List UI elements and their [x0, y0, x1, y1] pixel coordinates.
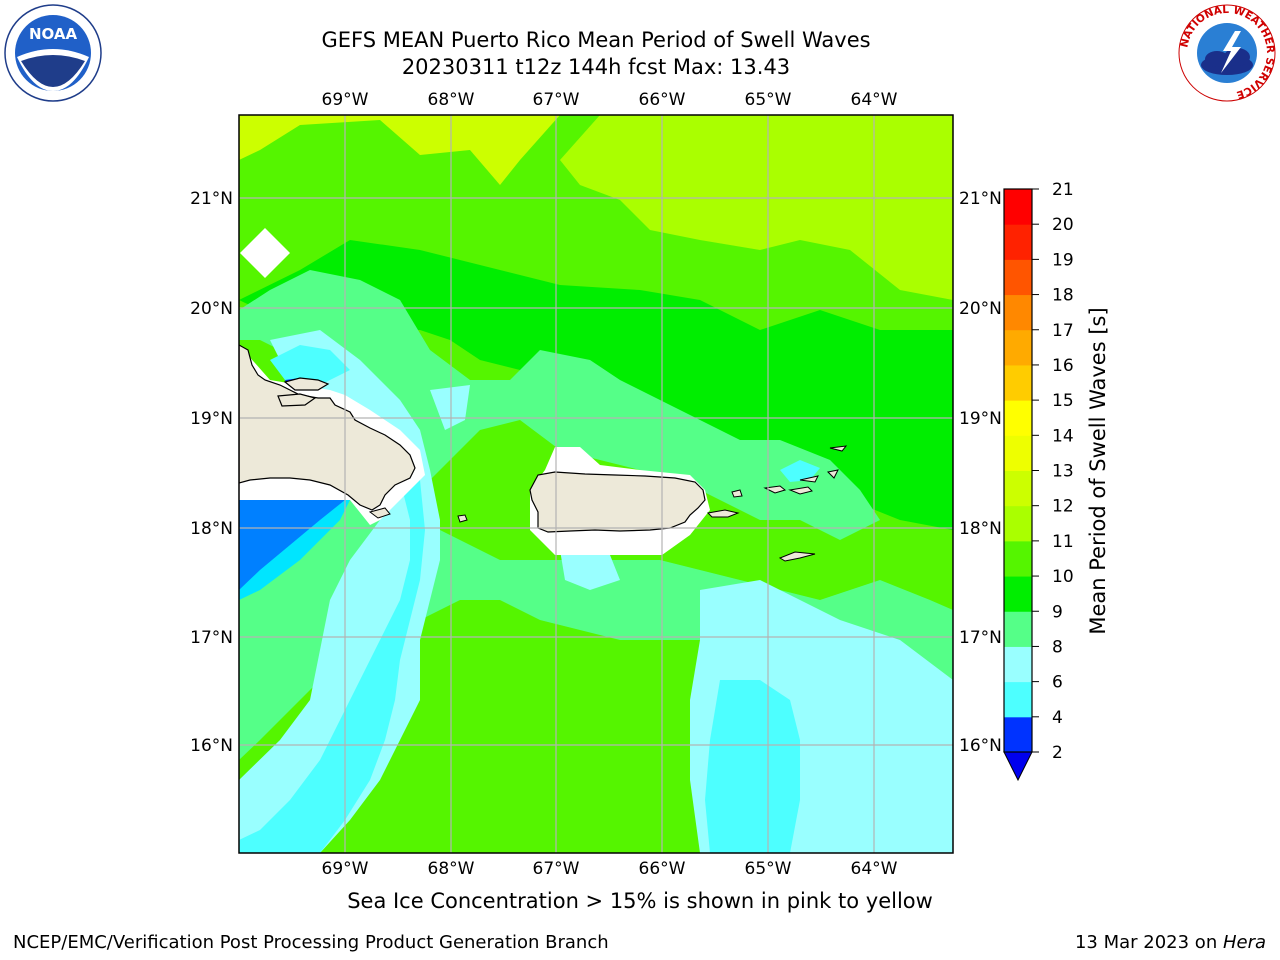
- lon-label-top: 64°W: [851, 90, 898, 110]
- lat-label-left: 17°N: [190, 628, 233, 648]
- colorbar-segment: [1004, 435, 1032, 471]
- colorbar-tick-label: 15: [1052, 391, 1074, 411]
- colorbar-tick-label: 9: [1052, 602, 1063, 622]
- colorbar-tick-label: 16: [1052, 356, 1074, 376]
- colorbar-tick-label: 21: [1052, 180, 1074, 200]
- colorbar-segment: [1004, 294, 1032, 331]
- colorbar-segment: [1004, 505, 1032, 542]
- colorbar-tick-label: 2: [1052, 743, 1063, 763]
- land-tortuga: [283, 377, 330, 391]
- lon-label-top: 69°W: [322, 90, 369, 110]
- lat-label-left: 19°N: [190, 409, 233, 429]
- colorbar-segment: [1004, 611, 1032, 647]
- lon-label-bottom: 64°W: [851, 859, 898, 879]
- colorbar-segment: [1004, 400, 1032, 436]
- colorbar-segment: [1004, 646, 1032, 683]
- colorbar-segment: [1004, 576, 1032, 612]
- colorbar-tick-label: 4: [1052, 708, 1063, 728]
- colorbar-tick-label: 8: [1052, 637, 1063, 657]
- footer-date: 13 Mar 2023 on Hera: [1075, 932, 1266, 953]
- lon-labels-top: 69°W 68°W 67°W 66°W 65°W 64°W: [322, 90, 898, 110]
- lat-labels-right: 21°N 20°N 19°N 18°N 17°N 16°N: [959, 189, 1002, 756]
- lat-label-right: 17°N: [959, 628, 1002, 648]
- lat-label-right: 21°N: [959, 189, 1002, 209]
- colorbar-tick-label: 11: [1052, 532, 1074, 552]
- field-6-8-ne: [780, 460, 820, 482]
- lon-label-bottom: 68°W: [428, 859, 475, 879]
- field-2-4-sw: [239, 500, 345, 590]
- field-12-13-ne: [560, 115, 953, 300]
- lon-label-bottom: 65°W: [745, 859, 792, 879]
- lon-labels-bottom: 69°W 68°W 67°W 66°W 65°W 64°W: [322, 859, 898, 879]
- lat-label-right: 19°N: [959, 409, 1002, 429]
- lon-label-bottom: 69°W: [322, 859, 369, 879]
- field-6-8-channel: [239, 410, 425, 853]
- map-panel: [239, 115, 953, 853]
- land-hispaniola: [239, 344, 416, 511]
- map-gridlines: [239, 115, 953, 853]
- sea-ice-caption: Sea Ice Concentration > 15% is shown in …: [347, 889, 933, 913]
- colorbar-tick-label: 12: [1052, 497, 1074, 517]
- field-6-8-southeast: [705, 680, 800, 853]
- lat-labels-left: 21°N 20°N 19°N 18°N 17°N 16°N: [190, 189, 233, 756]
- lon-label-bottom: 66°W: [639, 859, 686, 879]
- colorbar: 2 4 6 8 9 10 11 12 13 14 15 16 17 18 19 20 21: [1003, 180, 1074, 782]
- colorbar-tick-label: 13: [1052, 462, 1074, 482]
- field-8-9-pr-south: [560, 550, 620, 590]
- chart-subtitle: 20230311 t12z 144h fcst Max: 13.43: [401, 55, 791, 79]
- lat-label-left: 21°N: [190, 189, 233, 209]
- field-9-10-west: [239, 270, 880, 540]
- land-gonave: [277, 393, 317, 407]
- lon-label-top: 66°W: [639, 90, 686, 110]
- field-12-13-north: [239, 115, 560, 185]
- lon-label-top: 67°W: [533, 90, 580, 110]
- colorbar-segment: [1004, 681, 1032, 718]
- colorbar-label: Mean Period of Swell Waves [s]: [1086, 307, 1110, 634]
- land-culebra: [731, 489, 743, 498]
- colorbar-tick-label: 19: [1052, 250, 1074, 270]
- field-8-9-mid: [430, 385, 470, 430]
- colorbar-segment: [1004, 224, 1032, 260]
- lat-label-right: 16°N: [959, 736, 1002, 756]
- land-mona: [457, 514, 468, 523]
- lat-label-right: 18°N: [959, 519, 1002, 539]
- colorbar-segment: [1004, 716, 1032, 753]
- colorbar-tick-label: 18: [1052, 286, 1074, 306]
- lat-label-right: 20°N: [959, 299, 1002, 319]
- noaa-logo: NOAA: [4, 4, 102, 102]
- land-st-croix: [778, 551, 816, 562]
- colorbar-segment: [1004, 189, 1032, 225]
- land-vieques: [706, 509, 740, 518]
- mask-region-nw: [240, 228, 290, 278]
- footer-producer: NCEP/EMC/Verification Post Processing Pr…: [13, 932, 609, 953]
- lat-label-left: 16°N: [190, 736, 233, 756]
- footer-host: Hera: [1222, 932, 1266, 953]
- colorbar-tick-label: 14: [1052, 426, 1074, 446]
- colorbar-segment: [1004, 540, 1032, 577]
- lon-label-top: 68°W: [428, 90, 475, 110]
- colorbar-tick-label: 20: [1052, 215, 1074, 235]
- land-saona: [368, 507, 391, 519]
- colorbar-tick-label: 10: [1052, 567, 1074, 587]
- noaa-logo-text: NOAA: [29, 25, 78, 43]
- colorbar-segment: [1004, 259, 1032, 296]
- lon-label-bottom: 67°W: [533, 859, 580, 879]
- chart-title: GEFS MEAN Puerto Rico Mean Period of Swe…: [321, 28, 871, 52]
- colorbar-tick-label: 17: [1052, 321, 1074, 341]
- field-6-8-nw: [270, 345, 350, 385]
- colorbar-segment: [1004, 329, 1032, 366]
- map-frame: [238, 114, 954, 854]
- colorbar-segment: [1004, 470, 1032, 507]
- colorbar-segment: [1004, 364, 1032, 401]
- land-virgin-islands: [763, 445, 848, 495]
- lat-label-left: 20°N: [190, 299, 233, 319]
- colorbar-tick-label: 6: [1052, 673, 1063, 693]
- lat-label-left: 18°N: [190, 519, 233, 539]
- colorbar-under-triangle: [1003, 751, 1033, 782]
- land-puerto-rico: [529, 471, 706, 533]
- nws-logo: NATIONAL WEATHER SERVICE: [1178, 4, 1276, 102]
- footer-date-text: 13 Mar 2023 on: [1074, 932, 1223, 953]
- lon-label-top: 65°W: [745, 90, 792, 110]
